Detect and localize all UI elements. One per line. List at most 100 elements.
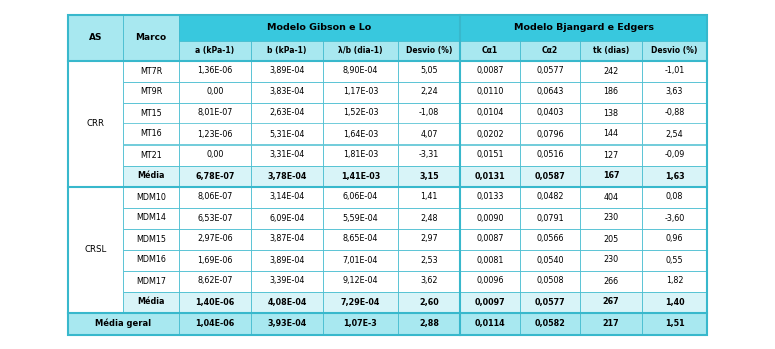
Text: Marco: Marco xyxy=(136,33,167,42)
Bar xyxy=(580,270,642,291)
Bar xyxy=(323,312,398,334)
Bar xyxy=(323,103,398,124)
Text: 8,62E-07: 8,62E-07 xyxy=(198,276,232,285)
Text: AS: AS xyxy=(89,33,102,42)
Bar xyxy=(398,312,460,334)
Bar xyxy=(520,229,580,250)
Bar xyxy=(460,144,520,165)
Text: MDM14: MDM14 xyxy=(136,214,166,223)
Bar xyxy=(580,186,642,208)
Bar xyxy=(642,40,707,60)
Bar xyxy=(580,144,642,165)
Text: 6,78E-07: 6,78E-07 xyxy=(195,171,235,180)
Bar xyxy=(580,208,642,229)
Text: 3,87E-04: 3,87E-04 xyxy=(270,235,305,244)
Text: 1,64E-03: 1,64E-03 xyxy=(343,129,378,139)
Bar xyxy=(251,124,323,144)
Text: 3,39E-04: 3,39E-04 xyxy=(270,276,305,285)
Bar xyxy=(179,40,251,60)
Text: 9,12E-04: 9,12E-04 xyxy=(343,276,378,285)
Text: 1,40E-06: 1,40E-06 xyxy=(195,297,235,306)
Text: 0,0104: 0,0104 xyxy=(477,109,504,118)
Bar xyxy=(642,291,707,312)
Bar xyxy=(323,291,398,312)
Bar xyxy=(123,165,179,186)
Text: 0,0081: 0,0081 xyxy=(477,255,504,265)
Text: 0,0508: 0,0508 xyxy=(536,276,563,285)
Bar xyxy=(580,165,642,186)
Bar xyxy=(123,186,179,208)
Text: 0,0090: 0,0090 xyxy=(477,214,504,223)
Bar xyxy=(642,124,707,144)
Bar xyxy=(123,82,179,103)
Text: 0,96: 0,96 xyxy=(666,235,684,244)
Bar xyxy=(251,208,323,229)
Bar xyxy=(179,103,251,124)
Text: Média geral: Média geral xyxy=(95,319,152,328)
Text: 1,36E-06: 1,36E-06 xyxy=(198,67,232,75)
Bar xyxy=(520,60,580,82)
Text: CRSL: CRSL xyxy=(84,245,107,254)
Text: 0,0131: 0,0131 xyxy=(474,171,505,180)
Text: 0,0097: 0,0097 xyxy=(474,297,505,306)
Text: 242: 242 xyxy=(604,67,618,75)
Text: 8,06E-07: 8,06E-07 xyxy=(198,193,232,201)
Bar xyxy=(68,60,123,186)
Bar xyxy=(520,40,580,60)
Bar xyxy=(642,312,707,334)
Text: 0,0403: 0,0403 xyxy=(536,109,563,118)
Text: 5,05: 5,05 xyxy=(420,67,438,75)
Text: λ/b (dia-1): λ/b (dia-1) xyxy=(338,46,383,55)
Text: 0,00: 0,00 xyxy=(206,88,224,97)
Bar xyxy=(179,208,251,229)
Text: 1,41E-03: 1,41E-03 xyxy=(341,171,380,180)
Bar xyxy=(460,124,520,144)
Text: 2,53: 2,53 xyxy=(420,255,438,265)
Text: MT7R: MT7R xyxy=(140,67,162,75)
Text: 5,59E-04: 5,59E-04 xyxy=(343,214,378,223)
Bar xyxy=(123,15,179,60)
Bar xyxy=(323,270,398,291)
Text: 1,69E-06: 1,69E-06 xyxy=(198,255,232,265)
Text: 4,07: 4,07 xyxy=(420,129,438,139)
Bar xyxy=(580,103,642,124)
Text: 144: 144 xyxy=(604,129,618,139)
Text: 0,00: 0,00 xyxy=(206,150,224,159)
Text: Desvio (%): Desvio (%) xyxy=(651,46,698,55)
Text: 230: 230 xyxy=(604,255,618,265)
Bar xyxy=(642,60,707,82)
Bar xyxy=(460,15,707,40)
Text: -1,01: -1,01 xyxy=(664,67,684,75)
Bar xyxy=(323,144,398,165)
Text: 0,0791: 0,0791 xyxy=(536,214,564,223)
Bar xyxy=(398,103,460,124)
Text: 1,63: 1,63 xyxy=(665,171,684,180)
Bar xyxy=(179,312,251,334)
Bar xyxy=(179,229,251,250)
Bar xyxy=(323,60,398,82)
Text: 0,0587: 0,0587 xyxy=(535,171,566,180)
Text: 267: 267 xyxy=(603,297,619,306)
Bar xyxy=(398,60,460,82)
Text: 7,01E-04: 7,01E-04 xyxy=(343,255,378,265)
Text: 3,14E-04: 3,14E-04 xyxy=(270,193,305,201)
Bar xyxy=(323,124,398,144)
Text: tk (dias): tk (dias) xyxy=(593,46,629,55)
Bar xyxy=(251,229,323,250)
Text: Cα2: Cα2 xyxy=(542,46,558,55)
Bar xyxy=(179,291,251,312)
Text: 8,65E-04: 8,65E-04 xyxy=(343,235,378,244)
Text: 1,23E-06: 1,23E-06 xyxy=(198,129,232,139)
Bar xyxy=(123,60,179,82)
Text: 6,53E-07: 6,53E-07 xyxy=(198,214,232,223)
Bar xyxy=(460,312,520,334)
Bar xyxy=(398,270,460,291)
Bar xyxy=(251,82,323,103)
Text: 3,83E-04: 3,83E-04 xyxy=(270,88,305,97)
Text: 2,24: 2,24 xyxy=(420,88,438,97)
Text: 3,63: 3,63 xyxy=(666,88,684,97)
Text: 1,07E-3: 1,07E-3 xyxy=(343,319,377,328)
Text: 1,41: 1,41 xyxy=(420,193,438,201)
Text: 6,06E-04: 6,06E-04 xyxy=(343,193,378,201)
Bar xyxy=(520,165,580,186)
